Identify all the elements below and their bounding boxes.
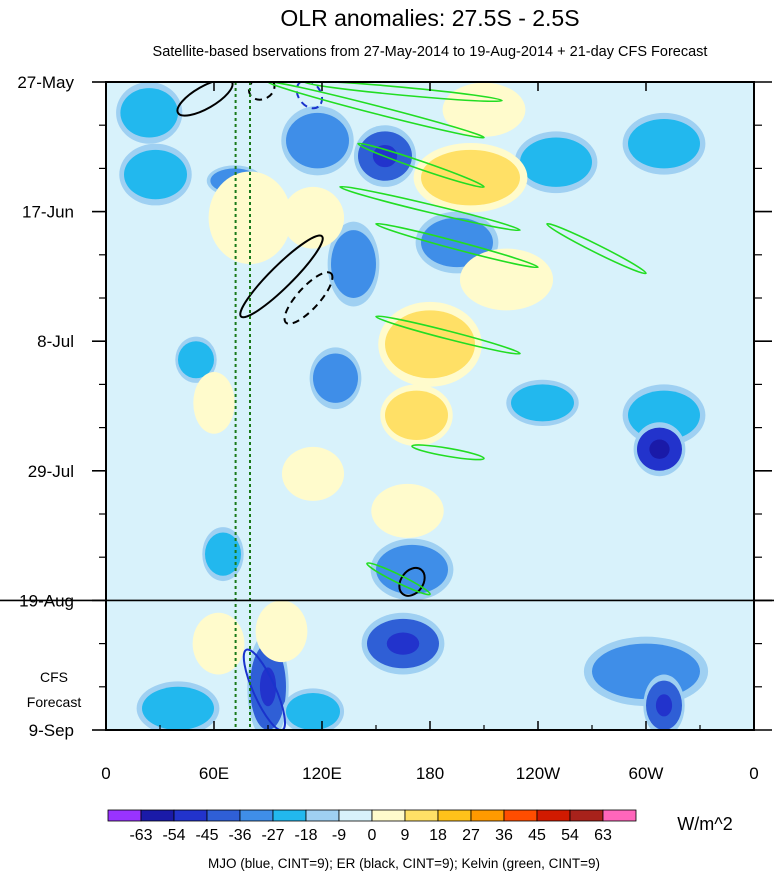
- colorbar-label-2: -45: [195, 827, 218, 844]
- anomaly-region-0: [120, 88, 178, 138]
- x-tick-label-4: 120W: [516, 764, 560, 783]
- anomaly-region-21: [286, 692, 340, 730]
- anomaly-region-7: [331, 230, 376, 298]
- colorbar-label-0: -63: [129, 827, 152, 844]
- colorbar-label-12: 45: [528, 827, 546, 844]
- anomaly-region-10: [313, 353, 358, 403]
- colorbar-swatch-13: [536, 809, 571, 822]
- colorbar-swatch-3: [206, 809, 241, 822]
- kelvin-contour-10: [339, 185, 521, 232]
- anomaly-field: [116, 82, 709, 730]
- colorbar-swatch-9: [404, 809, 439, 822]
- colorbar-label-13: 54: [561, 827, 579, 844]
- reference-lines: [234, 82, 251, 730]
- forecast-label-line2: Forecast: [27, 694, 82, 710]
- colorbar-label-3: -36: [228, 827, 251, 844]
- er-contour-4: [398, 566, 426, 597]
- y-tick-label-1: 17-Jun: [22, 203, 74, 222]
- anomaly-region-14: [205, 532, 241, 576]
- y-tick-label-5: 9-Sep: [29, 721, 74, 740]
- colorbar-label-5: -18: [294, 827, 317, 844]
- kelvin-contour-11: [375, 222, 539, 269]
- colorbar-swatch-15: [602, 809, 637, 822]
- colorbar-label-1: -54: [162, 827, 185, 844]
- plot-area: 0 60E 120E 180 120W 60W 0 27-May 17-Jun 8-Jul 29-…: [0, 73, 774, 783]
- anomaly-region-27: [385, 390, 448, 440]
- anomaly-region-29: [286, 452, 340, 496]
- x-tick-label-1: 60E: [199, 764, 229, 783]
- y-tick-label-0: 27-May: [17, 73, 74, 92]
- colorbar-swatch-10: [437, 809, 472, 822]
- y-axis: 27-May 17-Jun 8-Jul 29-Jul 19-Aug 9-Sep: [17, 73, 772, 740]
- kelvin-contour-7: [303, 82, 503, 103]
- anomaly-region-23: [286, 193, 340, 243]
- colorbar-swatch-4: [239, 809, 274, 822]
- colorbar-swatch-12: [503, 809, 538, 822]
- colorbar-swatch-7: [338, 809, 373, 822]
- colorbar-label-4: -27: [261, 827, 284, 844]
- colorbar-swatch-0: [107, 809, 142, 822]
- x-tick-label-6: 0: [749, 764, 758, 783]
- kelvin-contour-13: [375, 315, 521, 355]
- anomaly-core-13: [649, 439, 670, 459]
- contour-legend: MJO (blue, CINT=9); ER (black, CINT=9); …: [208, 856, 600, 871]
- x-tick-label-2: 120E: [302, 764, 342, 783]
- colorbar-units: W/m^2: [677, 814, 732, 834]
- colorbar-label-7: 0: [368, 827, 377, 844]
- x-tick-label-3: 180: [416, 764, 444, 783]
- anomaly-region-5: [520, 137, 592, 187]
- anomaly-core-19: [655, 694, 673, 717]
- anomaly-region-1: [124, 149, 187, 200]
- y-tick-label-4: 19-Aug: [19, 591, 74, 610]
- colorbar-label-8: 9: [401, 827, 410, 844]
- colorbar-label-9: 18: [429, 827, 447, 844]
- x-tick-label-0: 0: [101, 764, 110, 783]
- er-contour-0: [176, 82, 234, 117]
- colorbar-swatch-8: [371, 809, 406, 822]
- mjo-contour-5: [242, 648, 287, 730]
- y-tick-label-3: 29-Jul: [28, 462, 74, 481]
- colorbar-swatch-6: [305, 809, 340, 822]
- anomaly-region-24: [421, 149, 520, 206]
- anomaly-region-25: [448, 88, 520, 132]
- chart-subtitle: Satellite-based bservations from 27-May-…: [153, 44, 708, 60]
- colorbar-swatch-5: [272, 809, 307, 822]
- colorbar-label-6: -9: [332, 827, 346, 844]
- anomaly-region-6: [628, 119, 700, 169]
- anomaly-region-30: [376, 489, 439, 533]
- colorbar-swatch-2: [173, 809, 208, 822]
- kelvin-contour-9: [357, 142, 485, 189]
- kelvin-contour-15: [366, 562, 431, 596]
- er-contour-1: [239, 234, 324, 319]
- chart-title: OLR anomalies: 27.5S - 2.5S: [280, 5, 579, 31]
- x-axis: 0 60E 120E 180 120W 60W 0: [101, 82, 759, 783]
- anomaly-region-22: [214, 180, 286, 255]
- anomaly-region-11: [511, 384, 574, 422]
- y-tick-label-2: 8-Jul: [37, 332, 74, 351]
- anomaly-region-31: [259, 606, 304, 656]
- anomaly-region-28: [196, 378, 232, 428]
- anomaly-region-3: [286, 112, 349, 169]
- kelvin-contour-12: [546, 222, 647, 275]
- anomaly-core-17: [259, 667, 277, 707]
- colorbar-label-11: 36: [495, 827, 513, 844]
- colorbar-label-10: 27: [462, 827, 480, 844]
- er-contour-2: [283, 271, 334, 325]
- forecast-label-line1: CFS: [40, 669, 68, 685]
- anomaly-region-26: [385, 310, 475, 379]
- colorbar-label-14: 63: [594, 827, 612, 844]
- colorbar-swatch-1: [140, 809, 175, 822]
- anomaly-region-9: [178, 341, 214, 379]
- colorbar-swatch-14: [569, 809, 604, 822]
- anomaly-region-20: [142, 686, 214, 730]
- forecast-label: CFS Forecast: [27, 669, 82, 710]
- colorbar-swatch-11: [470, 809, 505, 822]
- kelvin-contour-14: [411, 444, 485, 461]
- anomaly-core-16: [386, 632, 420, 655]
- anomaly-region-32: [196, 618, 241, 669]
- x-tick-label-5: 60W: [629, 764, 664, 783]
- colorbar: -63 -54 -45 -36 -27 -18 -9 0 9 18 27 36 45 54 63: [107, 809, 637, 844]
